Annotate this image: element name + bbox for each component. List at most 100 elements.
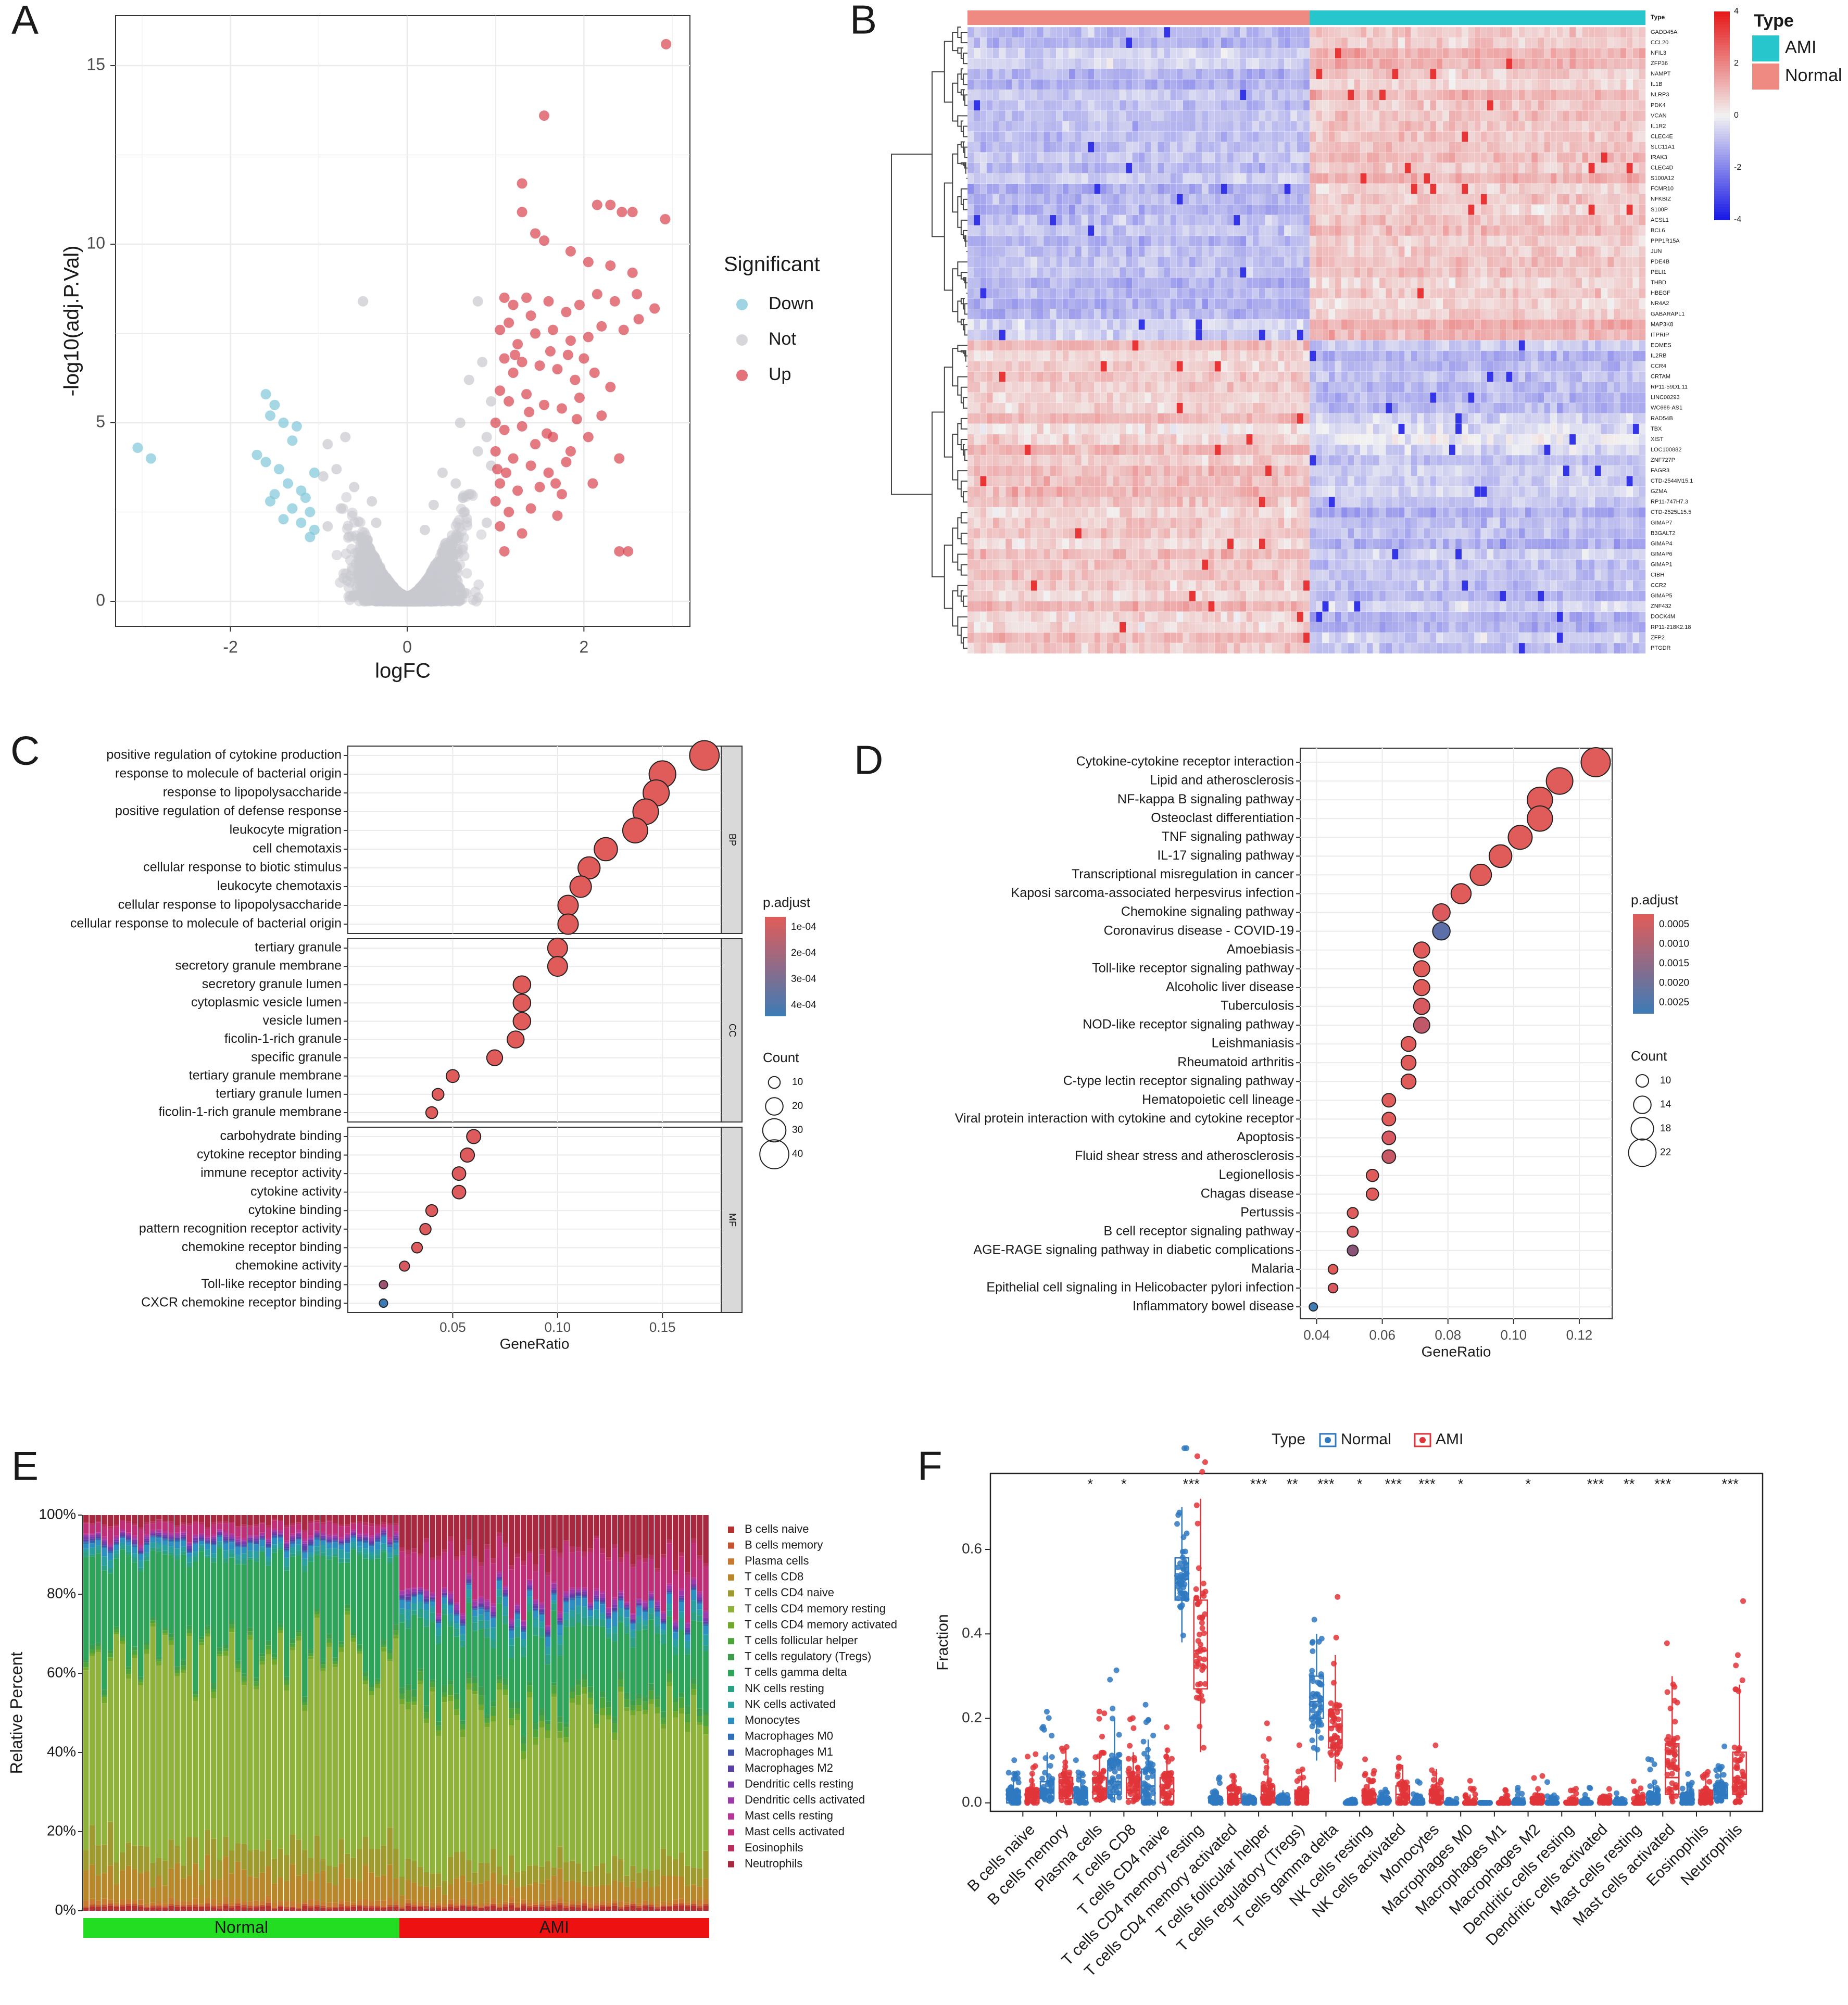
heatmap-cell: [1632, 69, 1640, 80]
point-down: [265, 496, 275, 507]
heatmap-cell: [1335, 110, 1342, 121]
heatmap-cell: [1487, 225, 1494, 236]
heatmap-cell: [1176, 131, 1184, 143]
heatmap-cell: [1487, 110, 1494, 121]
heatmap-cell: [1170, 100, 1177, 111]
heatmap-cell: [1075, 235, 1082, 247]
heatmap-cell: [1297, 37, 1304, 48]
gene-label: NAMPT: [1651, 71, 1671, 77]
heatmap-cell: [1290, 173, 1298, 184]
heatmap-cell: [974, 37, 980, 48]
heatmap-cell: [1018, 225, 1025, 236]
heatmap-cell: [1037, 90, 1044, 100]
heatmap-cell: [1379, 194, 1386, 205]
heatmap-cell: [1189, 183, 1196, 195]
heatmap-cell: [1531, 162, 1538, 174]
heatmap-cell: [1271, 110, 1278, 121]
heatmap-cell: [1366, 27, 1374, 38]
heatmap-cell: [1252, 142, 1260, 153]
heatmap-cell: [1639, 69, 1646, 80]
heatmap-cell: [1373, 194, 1380, 205]
heatmap-cell: [1119, 131, 1126, 143]
point-down: [300, 493, 311, 503]
heatmap-cell: [1303, 173, 1310, 184]
heatmap-cell: [1309, 173, 1316, 184]
point-not: [367, 574, 378, 585]
heatmap-cell: [1309, 204, 1316, 216]
heatmap-cell: [1018, 204, 1025, 216]
heatmap-cell: [1512, 215, 1519, 226]
heatmap-cell: [1506, 37, 1513, 48]
heatmap-cell: [1601, 90, 1608, 100]
heatmap-cell: [1170, 131, 1177, 143]
gene-label: BCL6: [1651, 228, 1665, 234]
heatmap-cell: [1347, 131, 1354, 143]
heatmap-cell: [1480, 131, 1488, 143]
heatmap-cell: [1601, 173, 1608, 184]
heatmap-cell: [1164, 121, 1171, 132]
heatmap-cell: [1366, 225, 1374, 236]
heatmap-cell: [1550, 215, 1557, 226]
heatmap-cell: [1119, 69, 1126, 80]
heatmap-cell: [1050, 121, 1057, 132]
heatmap-cell: [1094, 142, 1101, 153]
heatmap-cell: [1594, 79, 1602, 90]
heatmap-cell: [1075, 100, 1082, 111]
heatmap-cell: [1012, 121, 1019, 132]
heatmap-cell: [1626, 194, 1633, 205]
heatmap-cell: [1493, 173, 1500, 184]
heatmap-cell: [1183, 79, 1190, 90]
heatmap-cell: [1297, 121, 1304, 132]
heatmap-cell: [1398, 100, 1405, 111]
heatmap-cell: [1068, 121, 1076, 132]
heatmap-cell: [1309, 121, 1316, 132]
heatmap-cell: [986, 225, 994, 236]
heatmap-cell: [1037, 152, 1044, 163]
gene-label: NFIL3: [1651, 50, 1666, 56]
heatmap-cell: [1005, 162, 1012, 174]
heatmap-cell: [1506, 225, 1513, 236]
heatmap-cell: [1037, 37, 1044, 48]
heatmap-cell: [1126, 173, 1133, 184]
heatmap-cell: [1499, 225, 1506, 236]
heatmap-cell: [1240, 152, 1247, 163]
heatmap-cell: [1430, 110, 1437, 121]
heatmap-cell: [1493, 58, 1500, 69]
heatmap-cell: [1157, 204, 1164, 216]
heatmap-cell: [1582, 121, 1589, 132]
heatmap-cell: [1176, 173, 1184, 184]
heatmap-cell: [1094, 69, 1101, 80]
heatmap-cell: [1474, 131, 1481, 143]
heatmap-cell: [1499, 47, 1506, 59]
heatmap-cell: [1094, 194, 1101, 205]
heatmap-cell: [1081, 204, 1088, 216]
heatmap-cell: [1278, 204, 1285, 216]
heatmap-cell: [1385, 58, 1392, 69]
heatmap-cell: [1506, 215, 1513, 226]
gene-label: SLC11A1: [1651, 144, 1675, 150]
heatmap-cell: [1221, 90, 1228, 100]
heatmap-cell: [1449, 100, 1456, 111]
heatmap-cell: [1423, 194, 1430, 205]
heatmap-cell: [1544, 152, 1551, 163]
heatmap-cell: [1202, 215, 1209, 226]
heatmap-cell: [1221, 121, 1228, 132]
heatmap-cell: [1107, 173, 1114, 184]
heatmap-cell: [999, 204, 1006, 216]
heatmap-cell: [1499, 79, 1506, 90]
heatmap-cell: [1297, 27, 1304, 38]
heatmap-cell: [1062, 69, 1070, 80]
heatmap-cell: [1373, 47, 1380, 59]
heatmap-cell: [1100, 121, 1108, 132]
heatmap-cell: [1468, 225, 1475, 236]
heatmap-cell: [1056, 47, 1063, 59]
heatmap-cell: [1632, 152, 1640, 163]
heatmap-cell: [1081, 215, 1088, 226]
heatmap-cell: [1278, 162, 1285, 174]
heatmap-cell: [1328, 142, 1336, 153]
heatmap-cell: [1626, 142, 1633, 153]
heatmap-cell: [1189, 204, 1196, 216]
heatmap-cell: [1018, 152, 1025, 163]
heatmap-cell: [1639, 79, 1646, 90]
heatmap-cell: [1183, 110, 1190, 121]
